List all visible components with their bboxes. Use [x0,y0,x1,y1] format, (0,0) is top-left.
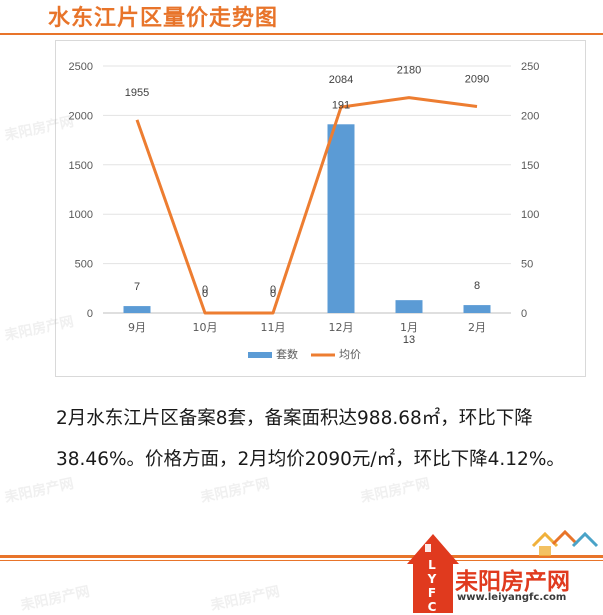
watermark: 耒阳房产网 [209,583,282,615]
page-title: 水东江片区量价走势图 [48,6,279,31]
logo-url: www.leiyangfc.com [457,592,567,603]
chart-frame: 7 0 0 191 13 8 1955 0 0 2084 2180 2090 0 0 500 50 1000 1… [55,40,586,377]
bar-套数 [123,306,151,313]
bar-套数 [463,305,491,313]
chart-legend: 套数 均价 [248,348,361,361]
x-tick-label: 10月 [193,321,218,334]
footer-divider [0,555,603,558]
line-data-label: 2180 [397,65,421,77]
bar-data-label: 0 [270,288,276,300]
bar-data-label: 0 [202,288,208,300]
y-right-tick-label: 50 [521,259,533,271]
logo-name: 耒阳房产网 [455,569,570,595]
line-data-label: 0 [270,284,276,296]
y-left-tick-label: 0 [87,308,93,320]
line-data-label: 2090 [465,74,489,86]
y-left-tick-label: 500 [75,259,93,271]
line-data-label: 0 [202,284,208,296]
summary-line-2: 38.46%。价格方面，2月均价2090元/㎡，环比下降4.12%。 [56,449,565,470]
y-left-tick-label: 1500 [69,160,93,172]
line-data-label: 1955 [125,87,149,99]
line-均价 [135,96,478,315]
x-tick-label: 1月 [400,321,418,334]
bar-data-label: 7 [134,281,140,293]
legend-swatch-bar [248,352,272,358]
site-logo: LYFC 耒阳房产网 www.leiyangfc.com [405,520,603,614]
y-left-tick-label: 2000 [69,110,93,122]
bar-data-label: 191 [332,99,350,111]
bars-layer [123,124,491,314]
logo-house-icon [407,529,599,613]
summary-line-1: 2月水东江片区备案8套，备案面积达988.68㎡，环比下降 [56,408,533,429]
y-right-tick-label: 100 [521,209,539,221]
bar-data-label: 13 [403,334,415,346]
bar-套数 [327,124,355,314]
title-divider [0,33,603,35]
bar-套数 [395,300,423,313]
x-tick-label: 11月 [261,321,286,334]
legend-label: 均价 [339,348,361,361]
y-left-tick-label: 2500 [69,61,93,73]
legend-label: 套数 [276,348,298,361]
logo-abbr: LYFC [425,558,439,614]
y-right-tick-label: 200 [521,110,539,122]
y-right-tick-label: 0 [521,308,527,320]
watermark: 耒阳房产网 [19,583,92,615]
bar-data-label: 8 [474,280,480,292]
y-right-tick-label: 150 [521,160,539,172]
summary-text: 2月水东江片区备案8套，备案面积达988.68㎡，环比下降 38.46%。价格方… [56,398,596,480]
y-right-tick-label: 250 [521,61,539,73]
line-layer [135,96,478,315]
x-tick-label: 9月 [128,321,146,334]
line-data-label: 2084 [329,74,353,86]
footer-divider-thin [0,560,603,561]
y-left-tick-label: 1000 [69,209,93,221]
x-tick-label: 12月 [329,321,354,334]
x-tick-label: 2月 [468,321,486,334]
